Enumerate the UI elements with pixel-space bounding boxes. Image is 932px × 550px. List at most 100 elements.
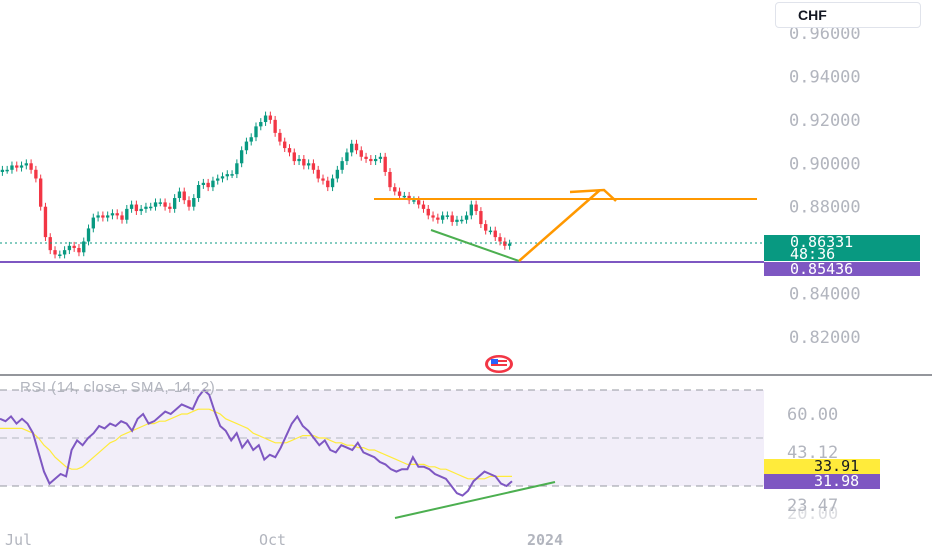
candle-body[interactable] — [335, 169, 340, 179]
candle-body[interactable] — [38, 178, 43, 207]
candle-body[interactable] — [29, 163, 33, 170]
candle-body[interactable] — [464, 215, 469, 220]
candle-body[interactable] — [326, 180, 330, 188]
candle-body[interactable] — [474, 204, 478, 212]
candle-body[interactable] — [445, 215, 450, 217]
candle-body[interactable] — [373, 158, 378, 162]
candle-body[interactable] — [158, 202, 162, 204]
candle-body[interactable] — [254, 126, 258, 138]
candle-body[interactable] — [139, 208, 143, 212]
candle-body[interactable] — [484, 224, 488, 231]
candle-body[interactable] — [86, 228, 91, 242]
us-economic-event-icon[interactable] — [484, 354, 514, 374]
rsi-divergence-trendline[interactable] — [394, 481, 556, 519]
candle-body[interactable] — [211, 180, 215, 188]
candle-body[interactable] — [125, 208, 129, 220]
candle-body[interactable] — [283, 141, 287, 149]
candle-body[interactable] — [192, 198, 196, 207]
candle-body[interactable] — [239, 150, 244, 164]
candle-body[interactable] — [206, 182, 210, 188]
candle-body[interactable] — [120, 215, 124, 220]
candle-body[interactable] — [249, 137, 253, 142]
candle-body[interactable] — [354, 143, 359, 151]
candle-body[interactable] — [144, 206, 148, 209]
candle-body[interactable] — [479, 211, 483, 225]
candle-body[interactable] — [469, 204, 474, 216]
candle-body[interactable] — [330, 178, 335, 188]
candle-body[interactable] — [53, 250, 57, 255]
projection-path[interactable] — [518, 189, 601, 262]
candle-body[interactable] — [153, 202, 158, 207]
candle-body[interactable] — [58, 254, 62, 256]
candle-body[interactable] — [364, 156, 368, 159]
candle-body[interactable] — [292, 152, 296, 162]
candle-body[interactable] — [230, 174, 234, 176]
candle-body[interactable] — [225, 174, 229, 177]
candle-body[interactable] — [421, 204, 426, 209]
candle-body[interactable] — [115, 213, 119, 216]
candle-body[interactable] — [393, 187, 397, 192]
candle-body[interactable] — [431, 215, 435, 218]
candle-body[interactable] — [278, 132, 282, 142]
candle-body[interactable] — [15, 165, 19, 168]
currency-selector[interactable]: CHF — [775, 2, 921, 28]
candle-body[interactable] — [96, 215, 100, 218]
candle-body[interactable] — [67, 245, 72, 251]
candle-body[interactable] — [436, 217, 440, 220]
candle-body[interactable] — [105, 215, 110, 218]
candle-body[interactable] — [10, 165, 14, 170]
candle-body[interactable] — [134, 204, 139, 212]
candle-body[interactable] — [201, 182, 206, 185]
candle-body[interactable] — [402, 195, 407, 198]
candle-body[interactable] — [488, 230, 493, 233]
candle-body[interactable] — [34, 169, 38, 179]
candle-body[interactable] — [417, 200, 421, 205]
candle-body[interactable] — [216, 178, 220, 181]
candle-body[interactable] — [426, 208, 430, 216]
falling-trendline[interactable] — [430, 229, 520, 262]
candle-body[interactable] — [460, 219, 464, 222]
candle-body[interactable] — [340, 161, 344, 170]
candle-body[interactable] — [369, 158, 373, 162]
candle-body[interactable] — [235, 163, 239, 175]
candle-body[interactable] — [498, 237, 502, 242]
candle-body[interactable] — [19, 165, 24, 168]
candle-body[interactable] — [412, 200, 416, 202]
candle-body[interactable] — [450, 215, 454, 222]
candle-body[interactable] — [259, 122, 263, 127]
candle-body[interactable] — [397, 191, 402, 196]
candle-body[interactable] — [62, 250, 67, 255]
candle-body[interactable] — [440, 215, 445, 220]
candle-body[interactable] — [311, 163, 316, 170]
candle-body[interactable] — [196, 185, 201, 199]
candle-body[interactable] — [187, 200, 191, 207]
candle-body[interactable] — [273, 119, 277, 133]
candle-body[interactable] — [350, 143, 354, 153]
candle-body[interactable] — [149, 206, 153, 209]
candle-body[interactable] — [77, 247, 81, 253]
candle-body[interactable] — [297, 158, 301, 162]
candle-body[interactable] — [43, 206, 48, 238]
candle-body[interactable] — [101, 215, 105, 218]
candle-body[interactable] — [503, 241, 507, 246]
candle-body[interactable] — [91, 217, 95, 229]
candle-body[interactable] — [388, 171, 392, 188]
candle-body[interactable] — [163, 202, 167, 207]
candle-body[interactable] — [48, 237, 52, 251]
candle-body[interactable] — [316, 169, 320, 179]
candle-body[interactable] — [507, 243, 512, 246]
candle-body[interactable] — [24, 163, 28, 166]
candle-body[interactable] — [129, 204, 134, 209]
candle-body[interactable] — [263, 115, 268, 123]
candle-body[interactable] — [0, 169, 5, 172]
candle-body[interactable] — [168, 206, 172, 209]
candle-body[interactable] — [493, 230, 497, 238]
candle-body[interactable] — [268, 115, 273, 120]
candle-body[interactable] — [82, 241, 86, 253]
candle-body[interactable] — [302, 158, 306, 166]
candle-body[interactable] — [172, 198, 177, 209]
candle-body[interactable] — [72, 245, 76, 248]
rsi-legend[interactable]: RSI (14, close, SMA, 14, 2) — [20, 379, 216, 396]
candle-body[interactable] — [5, 169, 9, 172]
candle-body[interactable] — [287, 148, 292, 153]
